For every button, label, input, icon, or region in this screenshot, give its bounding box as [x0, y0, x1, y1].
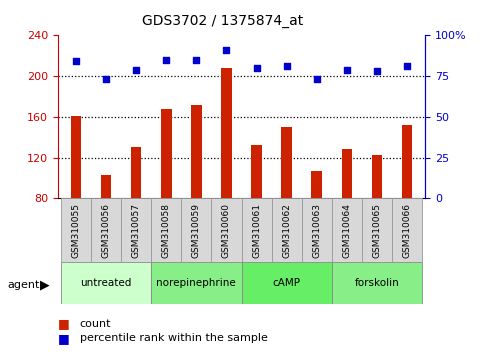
Point: [193, 57, 200, 63]
Text: ▶: ▶: [40, 279, 49, 291]
Bar: [221, 68, 232, 198]
Point: [223, 47, 230, 53]
Text: GSM310059: GSM310059: [192, 203, 201, 258]
Bar: [282, 127, 292, 198]
Text: cAMP: cAMP: [272, 278, 300, 288]
Bar: [242, 198, 271, 262]
Text: GSM310055: GSM310055: [71, 203, 81, 258]
Text: GSM310065: GSM310065: [372, 203, 382, 258]
Text: GSM310056: GSM310056: [101, 203, 111, 258]
Bar: [61, 198, 91, 262]
Bar: [371, 155, 382, 198]
Bar: [91, 198, 121, 262]
Bar: [121, 198, 151, 262]
Text: norepinephrine: norepinephrine: [156, 278, 236, 288]
Text: GSM310066: GSM310066: [402, 203, 412, 258]
Point: [162, 57, 170, 63]
Text: GSM310061: GSM310061: [252, 203, 261, 258]
Text: GSM310062: GSM310062: [282, 203, 291, 258]
Bar: [71, 116, 81, 198]
Text: GDS3702 / 1375874_at: GDS3702 / 1375874_at: [142, 14, 303, 28]
Text: count: count: [80, 319, 111, 329]
Bar: [302, 198, 332, 262]
Point: [373, 68, 381, 74]
Text: agent: agent: [7, 280, 40, 290]
Text: untreated: untreated: [80, 278, 132, 288]
Text: GSM310058: GSM310058: [162, 203, 171, 258]
Text: GSM310063: GSM310063: [312, 203, 321, 258]
Text: forskolin: forskolin: [355, 278, 399, 288]
Point: [253, 65, 260, 71]
Bar: [332, 198, 362, 262]
Point: [343, 67, 351, 73]
Bar: [101, 175, 112, 198]
Text: ■: ■: [58, 318, 70, 330]
Bar: [181, 198, 212, 262]
Bar: [332, 262, 422, 304]
Text: GSM310060: GSM310060: [222, 203, 231, 258]
Bar: [251, 145, 262, 198]
Text: GSM310057: GSM310057: [132, 203, 141, 258]
Bar: [191, 105, 201, 198]
Point: [72, 59, 80, 64]
Bar: [392, 198, 422, 262]
Text: GSM310064: GSM310064: [342, 203, 351, 258]
Bar: [362, 198, 392, 262]
Bar: [312, 171, 322, 198]
Bar: [402, 125, 412, 198]
Bar: [212, 198, 242, 262]
Point: [283, 63, 290, 69]
Bar: [242, 262, 332, 304]
Text: ■: ■: [58, 332, 70, 344]
Point: [313, 76, 321, 82]
Bar: [131, 147, 142, 198]
Bar: [61, 262, 151, 304]
Text: percentile rank within the sample: percentile rank within the sample: [80, 333, 268, 343]
Bar: [151, 198, 181, 262]
Point: [102, 76, 110, 82]
Bar: [151, 262, 242, 304]
Point: [132, 67, 140, 73]
Bar: [161, 109, 171, 198]
Bar: [341, 149, 352, 198]
Point: [403, 63, 411, 69]
Bar: [271, 198, 302, 262]
